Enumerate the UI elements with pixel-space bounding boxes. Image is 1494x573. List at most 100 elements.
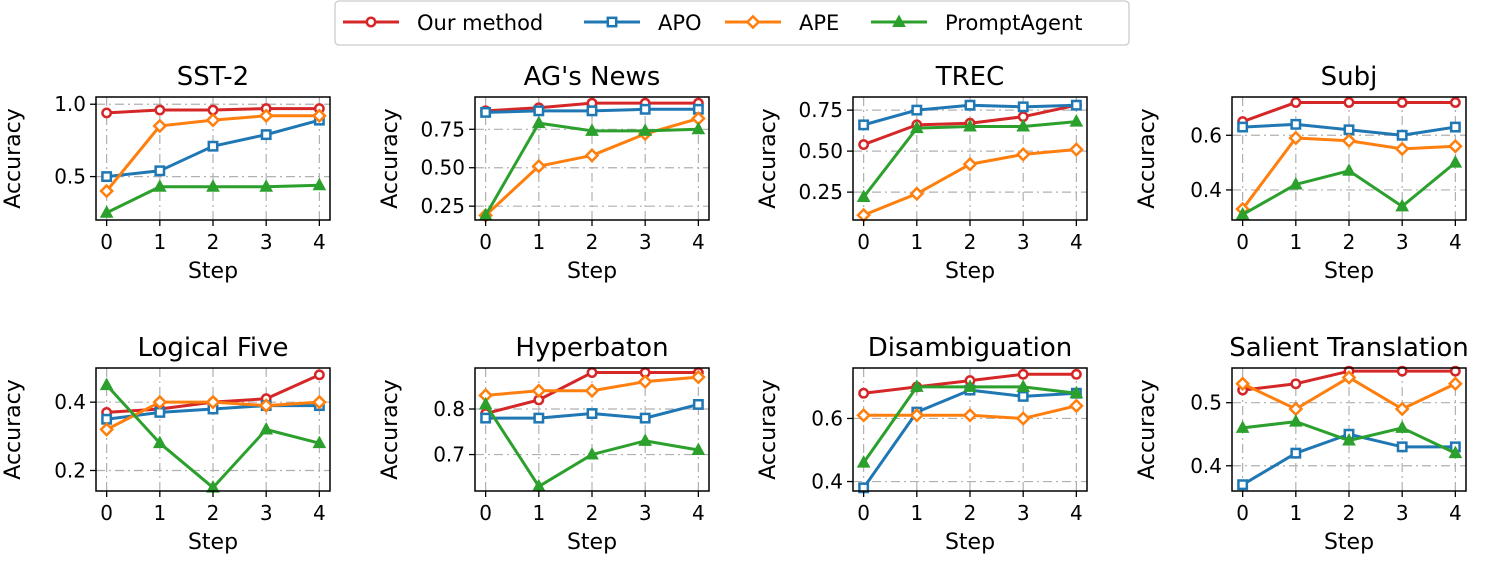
x-tick-label: 2 (1343, 230, 1356, 254)
y-axis-label: Accuracy (1135, 108, 1160, 208)
data-point-promptagent (152, 435, 167, 449)
data-point-promptagent (206, 179, 220, 192)
data-point-apo (1237, 121, 1249, 133)
data-point-apo (1237, 479, 1249, 491)
y-tick-label: 0.75 (420, 117, 465, 141)
x-tick-label: 2 (964, 230, 977, 254)
x-tick-label: 4 (1070, 230, 1083, 254)
data-point-our-method (1396, 365, 1408, 377)
data-point-ape (1394, 141, 1410, 157)
x-tick-label: 1 (910, 230, 923, 254)
data-point-ape (856, 407, 872, 423)
data-point-apo (101, 171, 113, 183)
data-point-apo (586, 105, 598, 117)
x-tick-label: 1 (1289, 230, 1302, 254)
data-point-ape (637, 374, 653, 390)
data-point-ape (1394, 401, 1410, 417)
data-point-apo (1290, 118, 1302, 130)
data-point-apo (1017, 101, 1029, 113)
data-point-promptagent (909, 120, 924, 134)
data-point-promptagent (691, 442, 706, 455)
data-point-promptagent (259, 179, 274, 192)
x-tick-label: 2 (207, 230, 220, 254)
data-point-apo (639, 412, 651, 424)
y-tick-label: 0.7 (433, 443, 465, 467)
data-point-ape (205, 394, 221, 410)
series-ape (478, 369, 706, 403)
y-axis-label: Accuracy (378, 379, 403, 479)
data-point-promptagent (531, 115, 546, 129)
data-point-promptagent (638, 433, 653, 446)
series-ape (856, 142, 1084, 223)
x-tick-label: 2 (964, 501, 977, 525)
data-point-promptagent (1235, 206, 1250, 220)
data-point-ape (1235, 376, 1251, 392)
data-point-our-method (1343, 97, 1355, 108)
data-point-promptagent (1069, 114, 1084, 127)
y-tick-label: 0.4 (1190, 454, 1222, 478)
data-point-apo (1290, 447, 1302, 459)
data-point-apo (1396, 441, 1408, 453)
legend-marker-promptagent (892, 14, 906, 27)
x-tick-label: 3 (1396, 501, 1409, 525)
data-point-apo (480, 412, 492, 424)
series-ape (856, 398, 1084, 426)
x-tick-label: 3 (1017, 230, 1030, 254)
data-point-our-method (1017, 368, 1029, 380)
panel-hyperbaton: 0 1 2 3 4 0.7 0.8 Hyperbaton Step Accuracy (378, 333, 710, 555)
x-tick-label: 0 (479, 230, 492, 254)
y-axis-label: Accuracy (1, 379, 26, 479)
data-point-ape (1341, 133, 1357, 149)
x-tick-label: 0 (857, 230, 870, 254)
x-tick-label: 2 (1343, 501, 1356, 525)
x-tick-label: 0 (479, 501, 492, 525)
y-tick-label: 0.25 (420, 194, 465, 218)
data-point-ape (1068, 398, 1084, 414)
panel-sst-2: 0 1 2 3 4 0.5 1.0 SST-2 Step Accuracy (1, 62, 331, 284)
x-axis-label: Step (1324, 530, 1374, 555)
panel-trec: 0 1 2 3 4 0.25 0.50 0.75 TREC Step Accuracy (756, 62, 1088, 284)
panel-title: TREC (935, 62, 1005, 92)
data-point-ape (152, 118, 168, 134)
x-axis-label: Step (188, 259, 238, 284)
x-tick-label: 2 (586, 501, 599, 525)
x-tick-label: 0 (100, 501, 113, 525)
y-tick-label: 0.50 (420, 156, 465, 180)
y-tick-label: 0.5 (54, 165, 86, 189)
data-point-promptagent (585, 123, 599, 136)
data-point-ape (152, 394, 168, 410)
data-point-our-method (1449, 97, 1461, 108)
data-point-our-method (313, 369, 325, 381)
x-axis-label: Step (567, 259, 617, 284)
series-promptagent (99, 177, 327, 218)
y-axis-label: Accuracy (756, 108, 781, 208)
data-point-apo (1396, 129, 1408, 141)
y-tick-label: 0.75 (798, 98, 843, 122)
series-promptagent (856, 379, 1084, 468)
data-point-ape (258, 398, 274, 413)
x-tick-label: 3 (260, 501, 273, 525)
data-point-ape (584, 148, 600, 163)
data-point-our-method (858, 387, 870, 399)
y-axis-label: Accuracy (1135, 379, 1160, 479)
data-point-ape (1015, 411, 1031, 426)
legend-label-promptagent: PromptAgent (945, 11, 1083, 35)
panel-ag-s-news: 0 1 2 3 4 0.25 0.50 0.75 AG's News Step Accuracy (378, 62, 710, 284)
data-point-promptagent (1448, 155, 1463, 168)
data-point-our-method (1449, 365, 1461, 377)
data-point-our-method (1290, 378, 1302, 390)
data-point-ape (99, 183, 115, 199)
data-point-ape (99, 422, 115, 437)
x-tick-label: 4 (1070, 501, 1083, 525)
data-point-ape (1068, 142, 1084, 157)
data-point-our-method (1396, 97, 1408, 108)
y-tick-label: 0.5 (1190, 391, 1222, 415)
panel-title: Subj (1321, 62, 1378, 92)
panel-title: AG's News (524, 62, 661, 92)
legend-label-ape: APE (799, 11, 839, 35)
data-point-apo (964, 99, 976, 111)
y-tick-label: 0.4 (1190, 178, 1222, 202)
x-tick-label: 2 (207, 501, 220, 525)
y-tick-label: 0.4 (54, 390, 86, 414)
data-point-our-method (1070, 368, 1082, 380)
